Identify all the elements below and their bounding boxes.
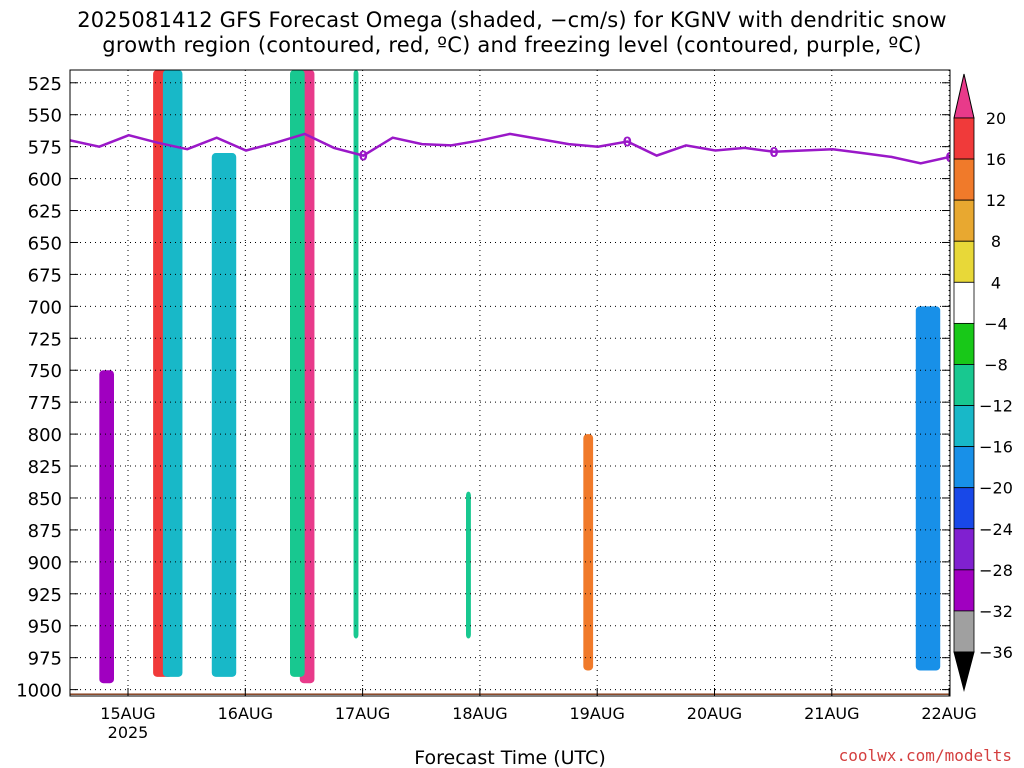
chart-title: 2025081412 GFS Forecast Omega (shaded, −… bbox=[0, 8, 1024, 58]
colorbar-segment bbox=[953, 158, 975, 201]
colorbar-label: −32 bbox=[979, 602, 1013, 621]
chart-title-line2: growth region (contoured, red, ºC) and f… bbox=[102, 33, 922, 57]
y-tick-label: 950 bbox=[28, 617, 62, 638]
omega-region bbox=[353, 70, 359, 639]
freezing-level-label: 0 bbox=[769, 146, 778, 161]
colorbar-segment bbox=[953, 487, 975, 530]
colorbar-segment bbox=[953, 528, 975, 571]
ground-fill bbox=[70, 693, 950, 695]
colorbar-segment bbox=[953, 446, 975, 489]
grid-lines bbox=[70, 70, 950, 696]
omega-region bbox=[466, 491, 471, 639]
y-tick-label: 850 bbox=[28, 489, 62, 510]
colorbar: 20 16 12 8 4 −4 −8 −12 −16 −20 −24 −28 −32 −36 bbox=[953, 73, 1013, 692]
site-credit: coolwx.com/modelts bbox=[838, 746, 1012, 765]
colorbar-segment bbox=[953, 364, 975, 406]
x-tick-label: 21AUG bbox=[804, 704, 859, 723]
omega-region bbox=[211, 153, 237, 677]
freezing-level-label: 0 bbox=[359, 150, 368, 165]
y-tick-label: 675 bbox=[28, 265, 62, 286]
colorbar-label: −28 bbox=[979, 561, 1013, 580]
x-tick-label: 22AUG bbox=[921, 704, 976, 723]
y-tick-label: 550 bbox=[28, 106, 62, 127]
freezing-level-line bbox=[70, 132, 950, 165]
y-tick-label: 700 bbox=[28, 297, 62, 318]
y-tick-label: 825 bbox=[28, 457, 62, 478]
colorbar-segment bbox=[953, 240, 975, 283]
y-tick-label: 875 bbox=[28, 521, 62, 542]
colorbar-label: −20 bbox=[979, 479, 1013, 498]
y-tick-label: 775 bbox=[28, 393, 62, 414]
colorbar-label: 20 bbox=[986, 109, 1006, 128]
x-tick-label: 17AUG bbox=[335, 704, 390, 723]
omega-region bbox=[290, 70, 305, 677]
x-tick-label: 19AUG bbox=[569, 704, 624, 723]
y-tick-label: 575 bbox=[28, 138, 62, 159]
colorbar-segment bbox=[953, 610, 975, 653]
colorbar-top-arrow bbox=[953, 73, 975, 119]
y-axis: 525 550 575 600 625 650 675 700 725 750 775 800 825 8… bbox=[16, 74, 950, 702]
y-tick-label: 1000 bbox=[16, 681, 62, 702]
x-year-label: 2025 bbox=[108, 723, 149, 742]
freezing-level-contour: 0 0 0 0 bbox=[70, 132, 954, 166]
plot-frame bbox=[69, 69, 951, 697]
colorbar-label: −8 bbox=[984, 355, 1008, 374]
x-axis-label: Forecast Time (UTC) bbox=[414, 747, 605, 768]
chart-title-line1: 2025081412 GFS Forecast Omega (shaded, −… bbox=[77, 8, 947, 32]
colorbar-label: −24 bbox=[979, 520, 1013, 539]
colorbar-label: 4 bbox=[991, 273, 1001, 292]
x-tick-label: 15AUG bbox=[100, 704, 155, 723]
colorbar-segment bbox=[953, 199, 975, 242]
colorbar-label: 12 bbox=[986, 191, 1006, 210]
omega-region bbox=[915, 306, 941, 671]
colorbar-segment bbox=[953, 281, 975, 324]
colorbar-segment bbox=[953, 117, 975, 160]
ground-band bbox=[70, 693, 950, 695]
y-tick-label: 625 bbox=[28, 202, 62, 223]
y-tick-label: 525 bbox=[28, 74, 62, 95]
y-tick-label: 600 bbox=[28, 170, 62, 191]
colorbar-label: 8 bbox=[991, 232, 1001, 251]
x-tick-label: 20AUG bbox=[687, 704, 742, 723]
omega-region bbox=[99, 370, 114, 684]
colorbar-label: −12 bbox=[979, 397, 1013, 416]
y-tick-label: 725 bbox=[28, 329, 62, 350]
omega-shading bbox=[99, 70, 941, 684]
omega-region bbox=[583, 434, 594, 671]
colorbar-label: 16 bbox=[986, 150, 1006, 169]
freezing-level-label: 0 bbox=[945, 151, 954, 166]
y-tick-label: 650 bbox=[28, 233, 62, 254]
y-tick-label: 900 bbox=[28, 553, 62, 574]
y-tick-label: 925 bbox=[28, 585, 62, 606]
colorbar-label: −4 bbox=[984, 314, 1008, 333]
y-tick-label: 800 bbox=[28, 425, 62, 446]
omega-region bbox=[162, 70, 183, 677]
y-tick-label: 750 bbox=[28, 361, 62, 382]
x-axis: 15AUG 16AUG 17AUG 18AUG 19AUG 20AUG 21AUG 22AUG… bbox=[100, 688, 977, 742]
colorbar-segment bbox=[953, 405, 975, 448]
y-tick-label: 975 bbox=[28, 649, 62, 670]
colorbar-segment bbox=[953, 322, 975, 365]
x-tick-label: 16AUG bbox=[218, 704, 273, 723]
freezing-level-label: 0 bbox=[623, 136, 632, 151]
x-tick-label: 18AUG bbox=[452, 704, 507, 723]
colorbar-label: −36 bbox=[979, 643, 1013, 662]
colorbar-label: −16 bbox=[979, 438, 1013, 457]
colorbar-segment bbox=[953, 569, 975, 612]
colorbar-bottom-arrow bbox=[953, 651, 975, 692]
